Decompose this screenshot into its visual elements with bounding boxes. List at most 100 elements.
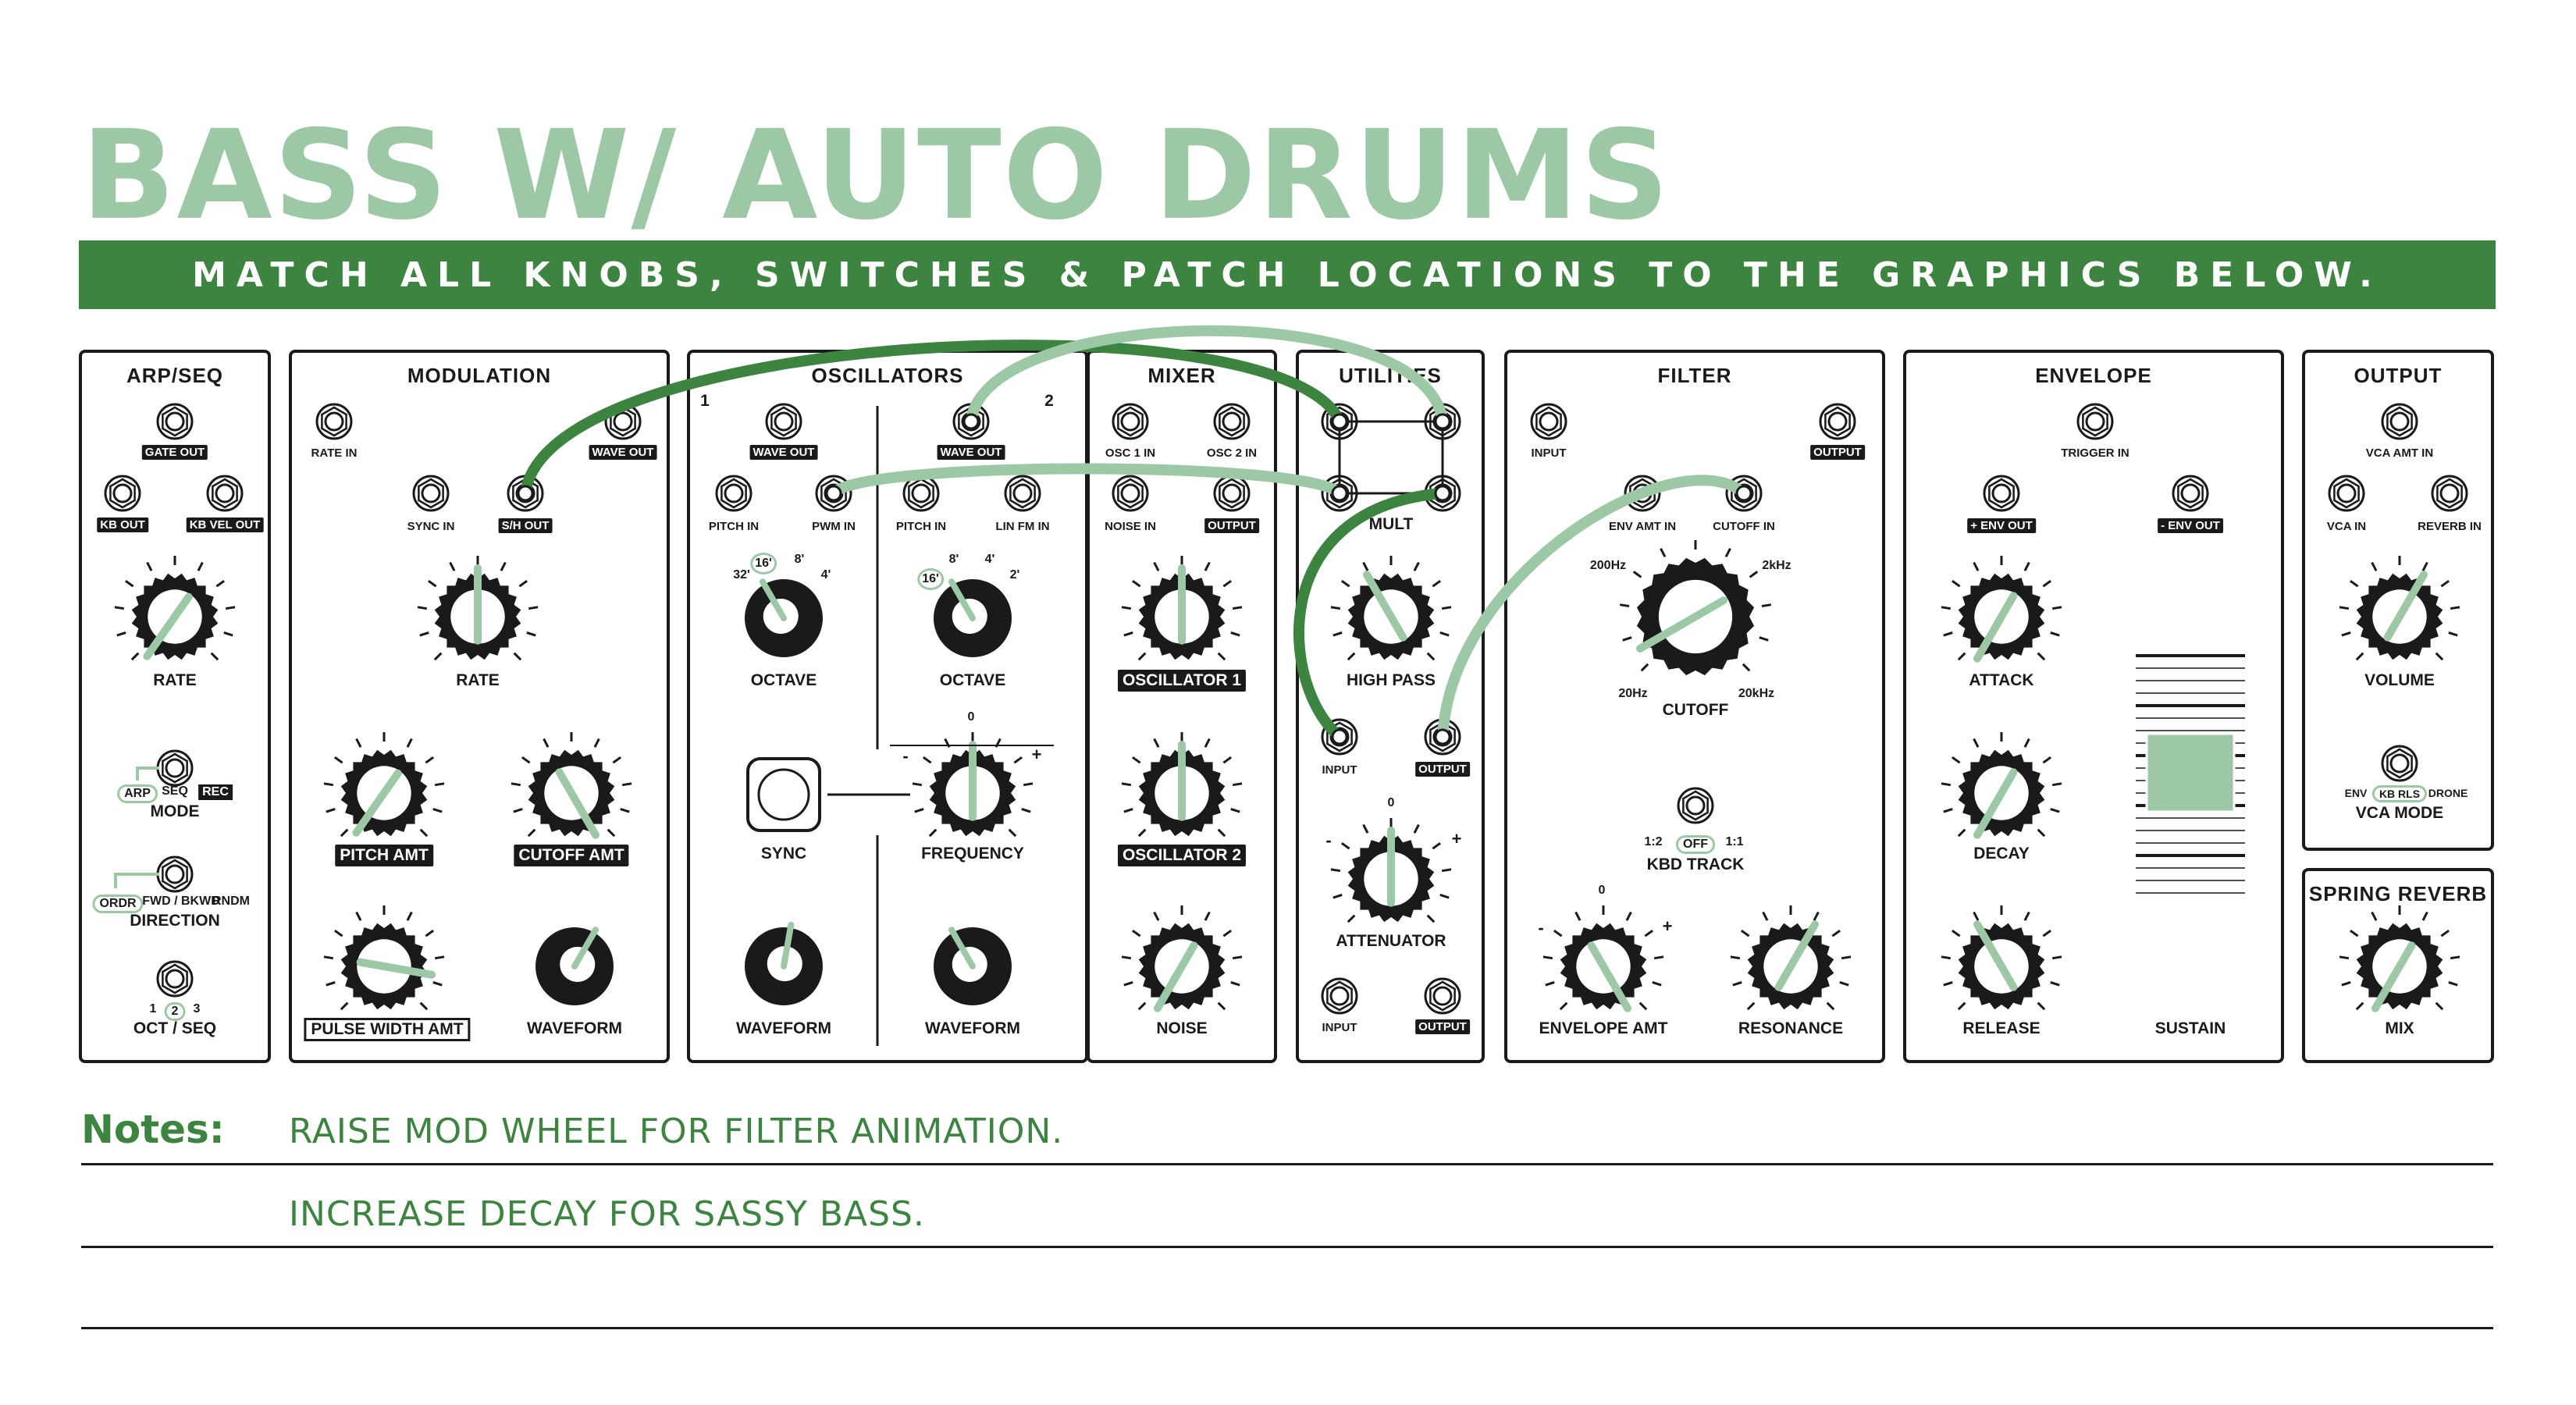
kbd-opt-1-1[interactable]: 1:1 — [1725, 835, 1744, 848]
module-title: OSCILLATORS — [811, 364, 964, 387]
filter-output-label: OUTPUT — [1810, 445, 1865, 460]
neg-env-out-label: - ENV OUT — [2158, 518, 2223, 533]
note-line-2: INCREASE DECAY FOR SASSY BASS. — [289, 1194, 925, 1234]
octseq-opt-1[interactable]: 1 — [149, 1002, 157, 1016]
osc1-wave-out-jack[interactable] — [765, 403, 802, 440]
decay-knob[interactable] — [1941, 732, 2062, 839]
mode-opt-rec[interactable]: REC — [198, 784, 233, 800]
mod-rate-knob[interactable] — [417, 556, 539, 661]
kbd-opt-off[interactable]: OFF — [1676, 835, 1715, 854]
octseq-opt-3[interactable]: 3 — [193, 1002, 201, 1016]
cutoff-amt-label: CUTOFF AMT — [514, 845, 629, 866]
osc1-wave-out-label: WAVE OUT — [749, 445, 818, 460]
kb-out-jack[interactable] — [104, 475, 141, 512]
mod-waveform-selector[interactable] — [535, 927, 614, 1005]
cable-plug — [1331, 413, 1348, 430]
osc1-waveform-selector[interactable] — [745, 921, 823, 1005]
arp-rate-knob[interactable] — [114, 556, 236, 661]
sync-in-jack[interactable] — [412, 475, 450, 512]
mixer-output-jack[interactable] — [1213, 475, 1251, 512]
vca-mode-switch[interactable] — [2381, 745, 2418, 782]
kbd-track-switch[interactable] — [1677, 787, 1714, 824]
wave-out-label: WAVE OUT — [589, 445, 657, 460]
mode-opt-arp[interactable]: ARP — [117, 784, 158, 803]
cutoff-amt-knob[interactable] — [511, 732, 632, 839]
util-input2-label: INPUT — [1322, 1021, 1357, 1034]
frequency-knob[interactable] — [912, 732, 1034, 838]
cutoff-knob[interactable] — [1619, 540, 1772, 676]
neg-env-out-jack[interactable] — [2172, 475, 2209, 512]
mode-opt-seq[interactable]: SEQ — [162, 784, 188, 798]
attack-knob[interactable] — [1941, 556, 2062, 663]
rate-in-jack[interactable] — [315, 403, 353, 440]
cable-plug — [1434, 485, 1451, 502]
gate-out-label: GATE OUT — [141, 445, 208, 460]
gate-out-jack[interactable] — [156, 403, 194, 440]
kbd-opt-1-2[interactable]: 1:2 — [1644, 835, 1663, 848]
reverb-in-jack[interactable] — [2431, 475, 2468, 512]
vca-opt-drone[interactable]: DRONE — [2428, 787, 2468, 799]
volume-knob[interactable] — [2339, 556, 2460, 661]
octseq-opt-2[interactable]: 2 — [164, 1002, 186, 1021]
filter-input-jack[interactable] — [1530, 403, 1567, 440]
oct2-mark-2: 2' — [1009, 568, 1020, 582]
octseq-label: OCT / SEQ — [133, 1019, 217, 1037]
oscillator-1-level-knob[interactable] — [1121, 556, 1243, 661]
cutoff-mark-2khz: 2kHz — [1762, 559, 1791, 572]
direction-opt-fwd-bkwd[interactable]: FWD / BKWD — [142, 895, 220, 908]
oscillator-1-label: OSCILLATOR 1 — [1117, 670, 1247, 692]
oct1-mark-8: 8' — [794, 553, 805, 566]
lin-fm-in-jack[interactable] — [1004, 475, 1041, 512]
trigger-in-jack[interactable] — [2076, 403, 2114, 440]
osc2-waveform-selector[interactable] — [934, 927, 1012, 1005]
oct1-mark-32: 32' — [733, 568, 750, 582]
util-input2-jack[interactable] — [1321, 977, 1358, 1015]
oct1-selector[interactable] — [745, 578, 823, 657]
pitch-in-1-label: PITCH IN — [708, 520, 760, 533]
mult-label: MULT — [1368, 515, 1414, 533]
cutoff-mark-200hz: 200Hz — [1589, 559, 1627, 572]
osc1-in-jack[interactable] — [1112, 403, 1149, 440]
pos-env-out-jack[interactable] — [1983, 475, 2020, 512]
direction-switch-indicator — [114, 873, 159, 888]
attenuator-knob[interactable] — [1330, 818, 1452, 923]
sustain-fader[interactable] — [2136, 654, 2245, 894]
direction-opt-rndm[interactable]: RNDM — [212, 895, 250, 908]
pitch-amt-knob[interactable] — [323, 732, 445, 838]
vca-mode-label: VCA MODE — [2355, 804, 2444, 822]
module-title: OUTPUT — [2354, 364, 2443, 387]
sync-label: SYNC — [760, 845, 807, 863]
vca-amt-in-jack[interactable] — [2381, 403, 2418, 440]
kb-vel-out-jack[interactable] — [206, 475, 244, 512]
noise-in-jack[interactable] — [1112, 475, 1149, 512]
high-pass-knob[interactable] — [1330, 556, 1452, 661]
osc2-in-jack[interactable] — [1213, 403, 1251, 440]
vca-in-jack[interactable] — [2328, 475, 2365, 512]
filter-output-jack[interactable] — [1819, 403, 1856, 440]
oscillator-2-level-knob[interactable] — [1121, 732, 1243, 838]
oct2-mark-8: 8' — [948, 553, 959, 566]
resonance-knob[interactable] — [1730, 905, 1852, 1011]
direction-opt-ordr[interactable]: ORDR — [92, 895, 144, 913]
mix-knob[interactable] — [2339, 905, 2460, 1012]
mix-label: MIX — [2385, 1019, 2414, 1037]
module-title: MODULATION — [407, 364, 552, 387]
envelope-amt-knob[interactable] — [1542, 905, 1664, 1012]
resonance-label: RESONANCE — [1738, 1019, 1844, 1037]
module-title: ENVELOPE — [2035, 364, 2152, 387]
mod-rate-label: RATE — [456, 671, 500, 689]
noise-level-knob[interactable] — [1121, 905, 1243, 1012]
mode-switch[interactable] — [156, 749, 194, 787]
sync-button-face[interactable] — [757, 768, 810, 821]
vca-opt-kb-rls[interactable]: KB RLS — [2371, 785, 2428, 802]
filter-input-label: INPUT — [1531, 446, 1567, 460]
oct2-mark-4: 4' — [984, 553, 995, 566]
octseq-switch[interactable] — [156, 960, 194, 998]
oct2-selector[interactable] — [934, 578, 1012, 657]
util-output2-jack[interactable] — [1424, 977, 1461, 1015]
pitch-in-1-jack[interactable] — [715, 475, 753, 512]
direction-switch[interactable] — [156, 855, 194, 893]
release-knob[interactable] — [1941, 905, 2062, 1011]
pulse-width-amt-knob[interactable] — [323, 905, 445, 1011]
vca-opt-env[interactable]: ENV — [2344, 787, 2368, 799]
